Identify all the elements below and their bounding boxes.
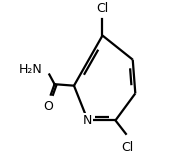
Text: O: O — [44, 100, 53, 113]
Text: H₂N: H₂N — [19, 64, 43, 76]
Text: Cl: Cl — [96, 2, 109, 15]
Text: N: N — [83, 114, 93, 127]
Text: Cl: Cl — [121, 141, 134, 154]
